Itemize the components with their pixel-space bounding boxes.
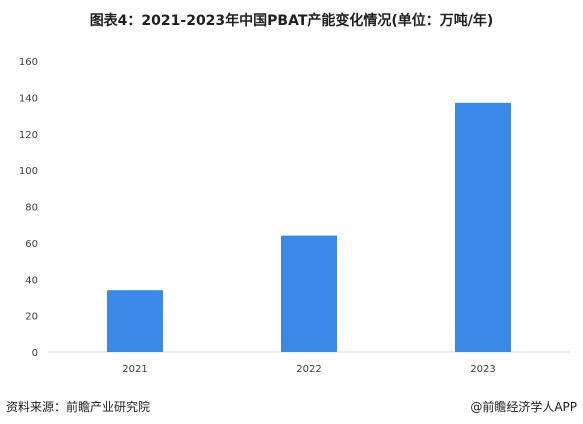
y-tick-label: 40	[25, 275, 38, 286]
x-axis-ticks: 2021 2022 2023	[122, 364, 495, 375]
y-tick-label: 0	[32, 348, 38, 359]
y-tick-label: 100	[19, 166, 38, 177]
source-note: 资料来源：前瞻产业研究院	[6, 400, 151, 414]
x-tick-label: 2022	[296, 364, 321, 375]
bar-2022	[281, 235, 337, 352]
y-tick-label: 140	[19, 93, 38, 104]
bar-2021	[107, 290, 163, 352]
y-tick-label: 20	[25, 312, 38, 323]
y-tick-label: 120	[19, 130, 38, 141]
bars	[107, 102, 511, 352]
y-tick-label: 60	[25, 239, 38, 250]
y-tick-label: 160	[19, 57, 38, 68]
bar-2023	[455, 102, 511, 352]
y-tick-label: 80	[25, 203, 38, 214]
y-axis-ticks: 0 20 40 60 80 100 120 140 160	[19, 57, 38, 359]
x-tick-label: 2023	[470, 364, 495, 375]
chart-title: 图表4：2021-2023年中国PBAT产能变化情况(单位：万吨/年)	[89, 13, 494, 29]
x-tick-label: 2021	[122, 364, 147, 375]
credit-note: @前瞻经济学人APP	[470, 400, 577, 414]
